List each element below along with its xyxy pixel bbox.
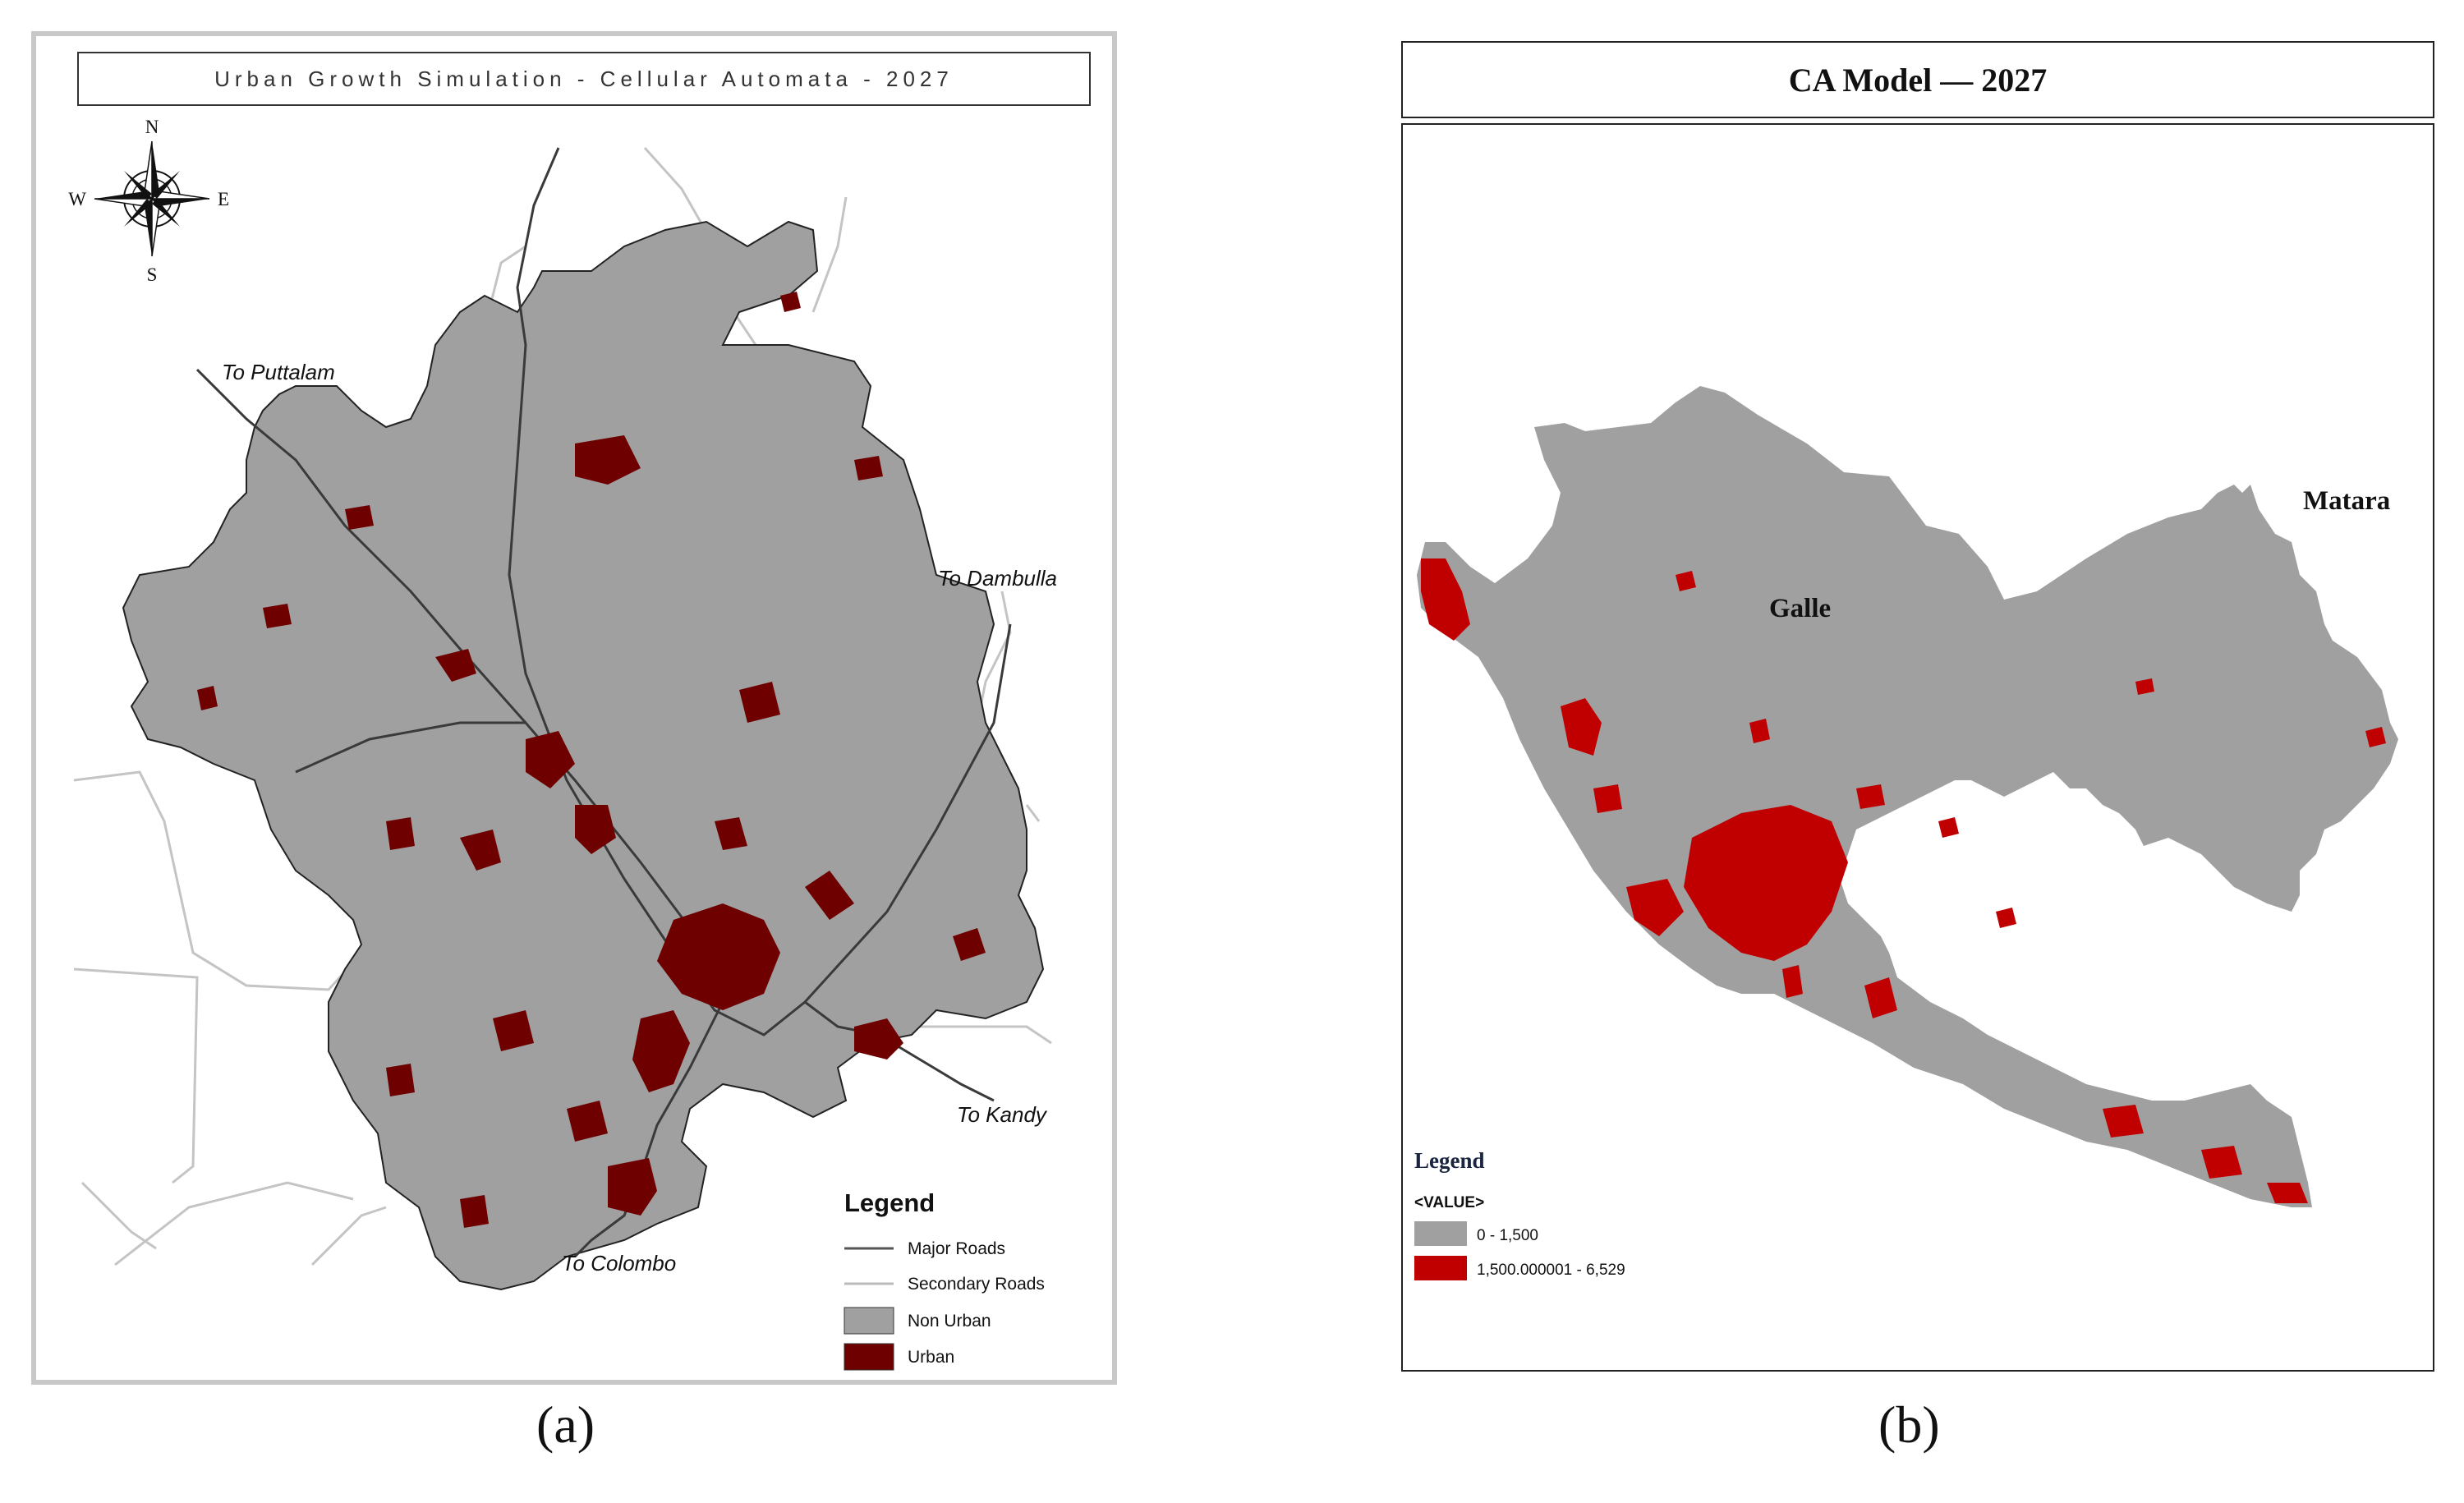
- label-to-puttalam: To Puttalam: [222, 360, 335, 384]
- label-to-dambulla: To Dambulla: [938, 566, 1057, 591]
- legend-urban-label: Urban: [908, 1348, 954, 1367]
- compass-rose-icon: N S E W: [68, 117, 229, 285]
- legend-b-high-label: 1,500.000001 - 6,529: [1477, 1262, 1625, 1279]
- caption-b: (b): [1878, 1395, 1940, 1454]
- urban-clusters: [197, 292, 986, 1228]
- place-label-matara: Matara: [2303, 486, 2390, 516]
- compass-n-label: N: [145, 117, 159, 137]
- compass-w-label: W: [68, 189, 86, 209]
- compass-s-label: S: [147, 264, 158, 285]
- legend-b-low-label: 0 - 1,500: [1477, 1227, 1538, 1244]
- legend-urban-swatch: [844, 1343, 894, 1371]
- place-label-galle: Galle: [1769, 594, 1831, 623]
- panel-a-title: Urban Growth Simulation - Cellular Autom…: [77, 52, 1091, 106]
- legend-b-high-swatch: [1414, 1256, 1467, 1280]
- legend-non-urban-swatch: [844, 1307, 894, 1335]
- legend-a-title: Legend: [844, 1188, 935, 1217]
- panel-b-title: CA Model — 2027: [1401, 41, 2434, 118]
- panel-a-legend: Legend Major Roads Secondary Roads Non U…: [844, 1188, 1045, 1371]
- caption-a: (a): [536, 1395, 595, 1454]
- label-to-colombo: To Colombo: [562, 1251, 676, 1275]
- legend-b-field: <VALUE>: [1414, 1194, 1484, 1211]
- legend-major-roads-label: Major Roads: [908, 1239, 1005, 1258]
- legend-secondary-roads-label: Secondary Roads: [908, 1275, 1045, 1294]
- panel-b-legend: Legend <VALUE> 0 - 1,500 1,500.000001 - …: [1414, 1148, 1625, 1280]
- label-to-kandy: To Kandy: [957, 1102, 1048, 1127]
- legend-b-title: Legend: [1414, 1148, 1485, 1173]
- legend-b-low-swatch: [1414, 1221, 1467, 1246]
- compass-e-label: E: [218, 189, 229, 209]
- panel-a-region: [122, 220, 1045, 1291]
- major-roads: [195, 147, 1012, 1258]
- panel-b-high-value-cells: [1421, 558, 2386, 1203]
- legend-non-urban-label: Non Urban: [908, 1312, 991, 1331]
- panel-b-region: [1417, 386, 2398, 1207]
